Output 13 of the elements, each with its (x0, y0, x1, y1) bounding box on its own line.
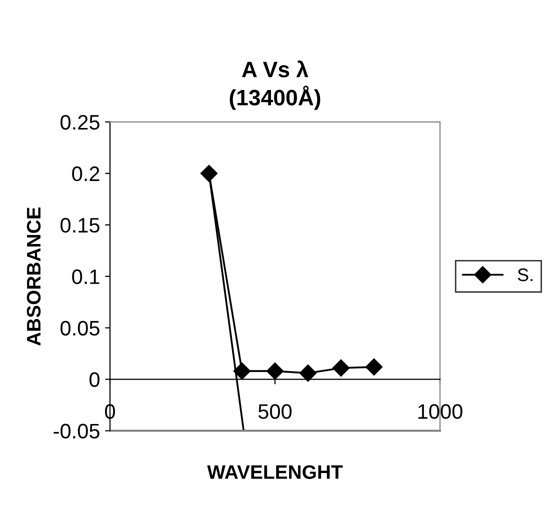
y-tick-label: 0.15 (60, 218, 100, 233)
y-axis-title: ABSORBANCE (26, 207, 41, 346)
x-axis-title: WAVELENGHT (207, 465, 343, 479)
y-tick-label: 0.25 (60, 114, 100, 130)
x-tick-label: 1000 (418, 404, 462, 419)
x-tick-label: 500 (258, 404, 292, 419)
y-tick-label: 0 (90, 372, 100, 388)
y-tick-label: 0.2 (72, 166, 100, 182)
y-tick-label: 0.1 (72, 269, 100, 284)
y-tick-label: -0.05 (54, 424, 100, 439)
chart-title: A Vs λ (13400Å) (230, 60, 320, 110)
y-tick-label: 0.05 (60, 320, 100, 336)
legend-label: S. (518, 268, 532, 282)
